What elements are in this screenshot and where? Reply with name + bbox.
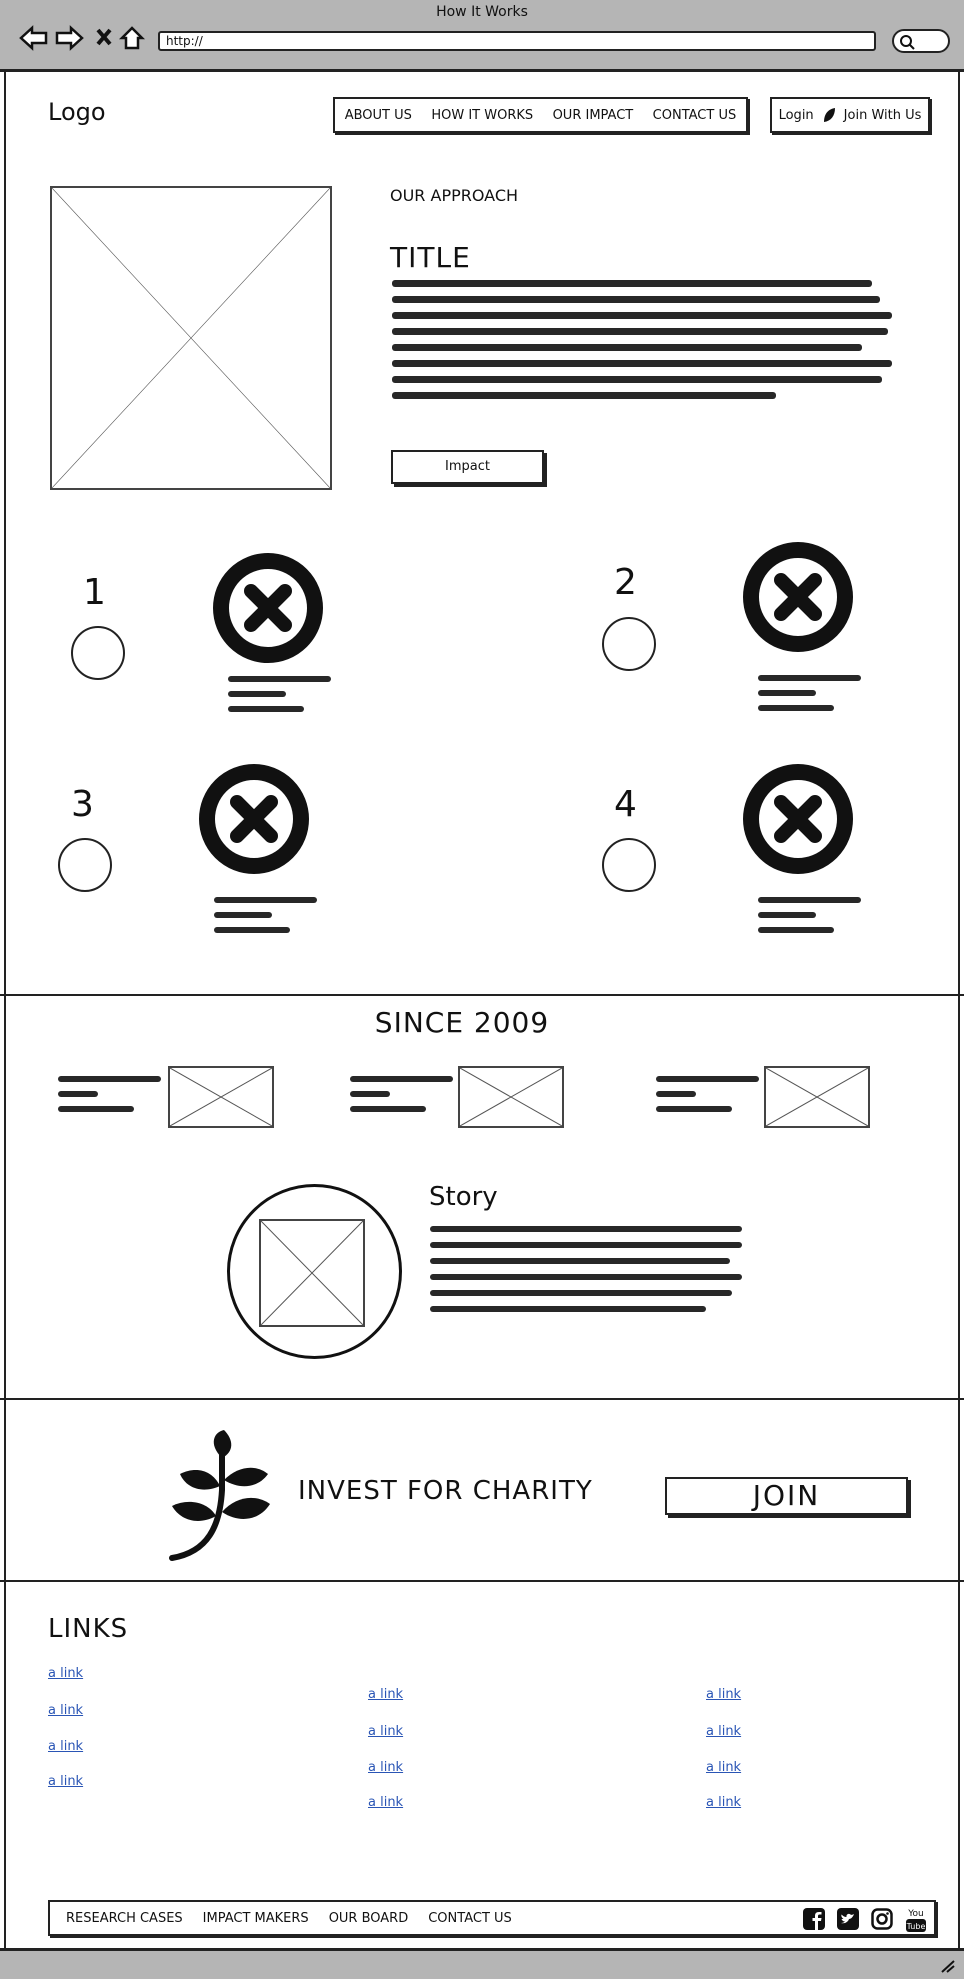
approach-image-placeholder — [50, 186, 332, 490]
join-with-us-link[interactable]: Join With Us — [843, 107, 922, 123]
since-text-3 — [656, 1076, 759, 1121]
footer-bar: RESEARCH CASES IMPACT MAKERS OUR BOARD C… — [48, 1900, 936, 1936]
section-divider — [0, 994, 964, 996]
step-text-4 — [758, 897, 861, 942]
instagram-icon[interactable] — [870, 1906, 894, 1932]
approach-body-text — [392, 280, 894, 408]
forward-icon[interactable] — [55, 25, 84, 51]
close-icon — [743, 764, 853, 874]
step-text-2 — [758, 675, 861, 720]
nav-how-it-works[interactable]: HOW IT WORKS — [431, 107, 534, 123]
auth-box: Login Join With Us — [770, 97, 930, 133]
search-icon — [900, 35, 915, 50]
facebook-icon[interactable] — [802, 1906, 826, 1932]
since-text-1 — [58, 1076, 161, 1121]
since-image-3 — [764, 1066, 870, 1128]
story-title: Story — [429, 1182, 498, 1212]
approach-eyebrow: OUR APPROACH — [390, 186, 519, 205]
footer-link[interactable]: a link — [48, 1666, 84, 1681]
step-number-2: 2 — [614, 562, 637, 603]
impact-button[interactable]: Impact — [391, 450, 544, 484]
links-column-1: a link a link a link a link — [48, 1662, 83, 1805]
footer-link[interactable]: a link — [48, 1774, 84, 1789]
cta-text: INVEST FOR CHARITY — [298, 1476, 593, 1506]
twitter-icon[interactable] — [836, 1906, 860, 1932]
page-frame — [4, 72, 960, 1948]
close-icon — [199, 764, 309, 874]
links-column-2: a link a link a link a link — [368, 1683, 403, 1826]
youtube-icon[interactable]: You Tube — [904, 1906, 928, 1934]
step-text-1 — [228, 676, 331, 721]
story-image-placeholder — [259, 1219, 365, 1327]
nav-contact-us[interactable]: CONTACT US — [652, 107, 737, 123]
story-body-text — [430, 1226, 742, 1321]
back-icon[interactable] — [19, 25, 48, 51]
footer-link[interactable]: a link — [706, 1760, 742, 1775]
footer-link[interactable]: a link — [706, 1687, 742, 1702]
footer-nav-impact-makers[interactable]: IMPACT MAKERS — [202, 1911, 309, 1926]
nav-our-impact[interactable]: OUR IMPACT — [552, 107, 634, 123]
step-radio-2[interactable] — [602, 617, 656, 671]
footer-nav: RESEARCH CASES IMPACT MAKERS OUR BOARD C… — [66, 1911, 512, 1926]
plant-leaf-icon — [169, 1430, 270, 1561]
login-link[interactable]: Login — [778, 107, 814, 123]
footer-link[interactable]: a link — [48, 1739, 84, 1754]
resize-grip-icon[interactable] — [940, 1959, 956, 1973]
footer-nav-contact-us[interactable]: CONTACT US — [428, 1911, 512, 1926]
links-column-3: a link a link a link a link — [706, 1683, 741, 1826]
social-icons: You Tube — [802, 1906, 928, 1934]
step-number-1: 1 — [83, 572, 106, 613]
browser-search-field[interactable] — [892, 29, 950, 53]
step-radio-1[interactable] — [71, 626, 125, 680]
browser-nav-icons — [19, 25, 146, 51]
browser-status-bar — [0, 1948, 964, 1979]
footer-link[interactable]: a link — [368, 1724, 404, 1739]
logo[interactable]: Logo — [48, 98, 106, 126]
approach-title: TITLE — [390, 241, 471, 274]
step-radio-3[interactable] — [58, 838, 112, 892]
footer-link[interactable]: a link — [706, 1724, 742, 1739]
top-nav: ABOUT US HOW IT WORKS OUR IMPACT CONTACT… — [333, 97, 748, 133]
section-divider — [0, 1580, 964, 1582]
svg-text:Tube: Tube — [906, 1922, 926, 1931]
close-icon — [213, 553, 323, 663]
step-text-3 — [214, 897, 317, 942]
footer-nav-research-cases[interactable]: RESEARCH CASES — [66, 1911, 183, 1926]
footer-link[interactable]: a link — [706, 1795, 742, 1810]
since-text-2 — [350, 1076, 453, 1121]
step-number-3: 3 — [71, 784, 94, 825]
story-avatar — [227, 1184, 402, 1359]
home-icon[interactable] — [118, 26, 146, 50]
close-icon[interactable] — [96, 28, 112, 46]
close-icon — [743, 542, 853, 652]
since-image-2 — [458, 1066, 564, 1128]
step-radio-4[interactable] — [602, 838, 656, 892]
section-divider — [0, 1398, 964, 1400]
footer-nav-our-board[interactable]: OUR BOARD — [328, 1911, 409, 1926]
window-title: How It Works — [436, 4, 528, 20]
step-number-4: 4 — [614, 784, 637, 825]
svg-text:You: You — [907, 1909, 924, 1919]
links-title: LINKS — [48, 1614, 129, 1644]
footer-link[interactable]: a link — [368, 1795, 404, 1810]
since-title: SINCE 2009 — [374, 1006, 550, 1039]
footer-link[interactable]: a link — [48, 1703, 84, 1718]
leaf-icon — [823, 108, 835, 122]
url-bar[interactable]: http:// — [158, 31, 876, 51]
footer-link[interactable]: a link — [368, 1760, 404, 1775]
footer-link[interactable]: a link — [368, 1687, 404, 1702]
nav-about-us[interactable]: ABOUT US — [344, 107, 412, 123]
join-button[interactable]: JOIN — [665, 1477, 908, 1515]
since-image-1 — [168, 1066, 274, 1128]
